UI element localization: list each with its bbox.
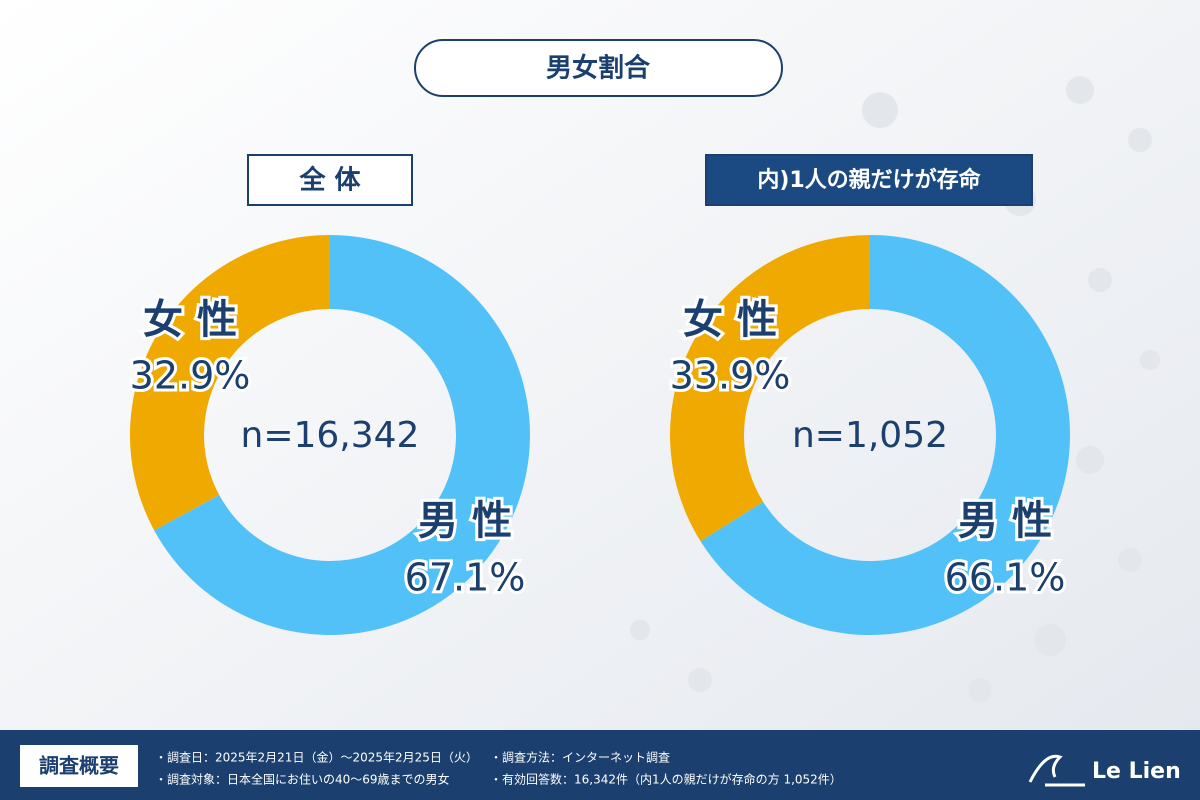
category-label: 女 性 [683,297,777,343]
category-label: 男 性 [418,498,512,544]
footer-item: ・調査日：2025年2月21日（金）～2025年2月25日（火） [155,750,478,765]
page-title: 男女割合 [546,53,651,84]
category-label: 女 性 [143,297,237,343]
center-label: n=1,052 [792,415,948,456]
footer-item: ・有効回答数：16,342件（内1人の親だけが存命の方 1,052件） [490,772,842,787]
chart-title: 全 体 [298,165,361,196]
donut-segment [670,235,870,542]
value-label: 32.9% [130,354,251,398]
logo: Le Lien [1092,759,1181,784]
donut-segment [154,235,531,635]
logo-mark [1028,754,1085,787]
center-label: n=16,342 [241,415,420,456]
category-label: 男 性 [958,498,1052,544]
title-pill [414,39,783,97]
footer-item: ・調査対象：日本全国にお住いの40～69歳までの男女 [155,772,450,787]
decor-dots [630,76,1160,702]
value-label: 67.1% [405,556,526,600]
footer-heading: 調査概要 [39,754,119,778]
chart-title: 内)1人の親だけが存命 [757,167,981,193]
footer-item: ・調査方法：インターネット調査 [490,750,670,765]
chart-title-box [705,154,1033,206]
value-label: 33.9% [670,354,791,398]
footer-heading-box [20,745,138,787]
footer-band [0,730,1200,800]
donut-segment [130,235,330,531]
value-label: 66.1% [945,556,1066,600]
chart-title-box [247,154,413,206]
donut-segment [700,235,1070,635]
